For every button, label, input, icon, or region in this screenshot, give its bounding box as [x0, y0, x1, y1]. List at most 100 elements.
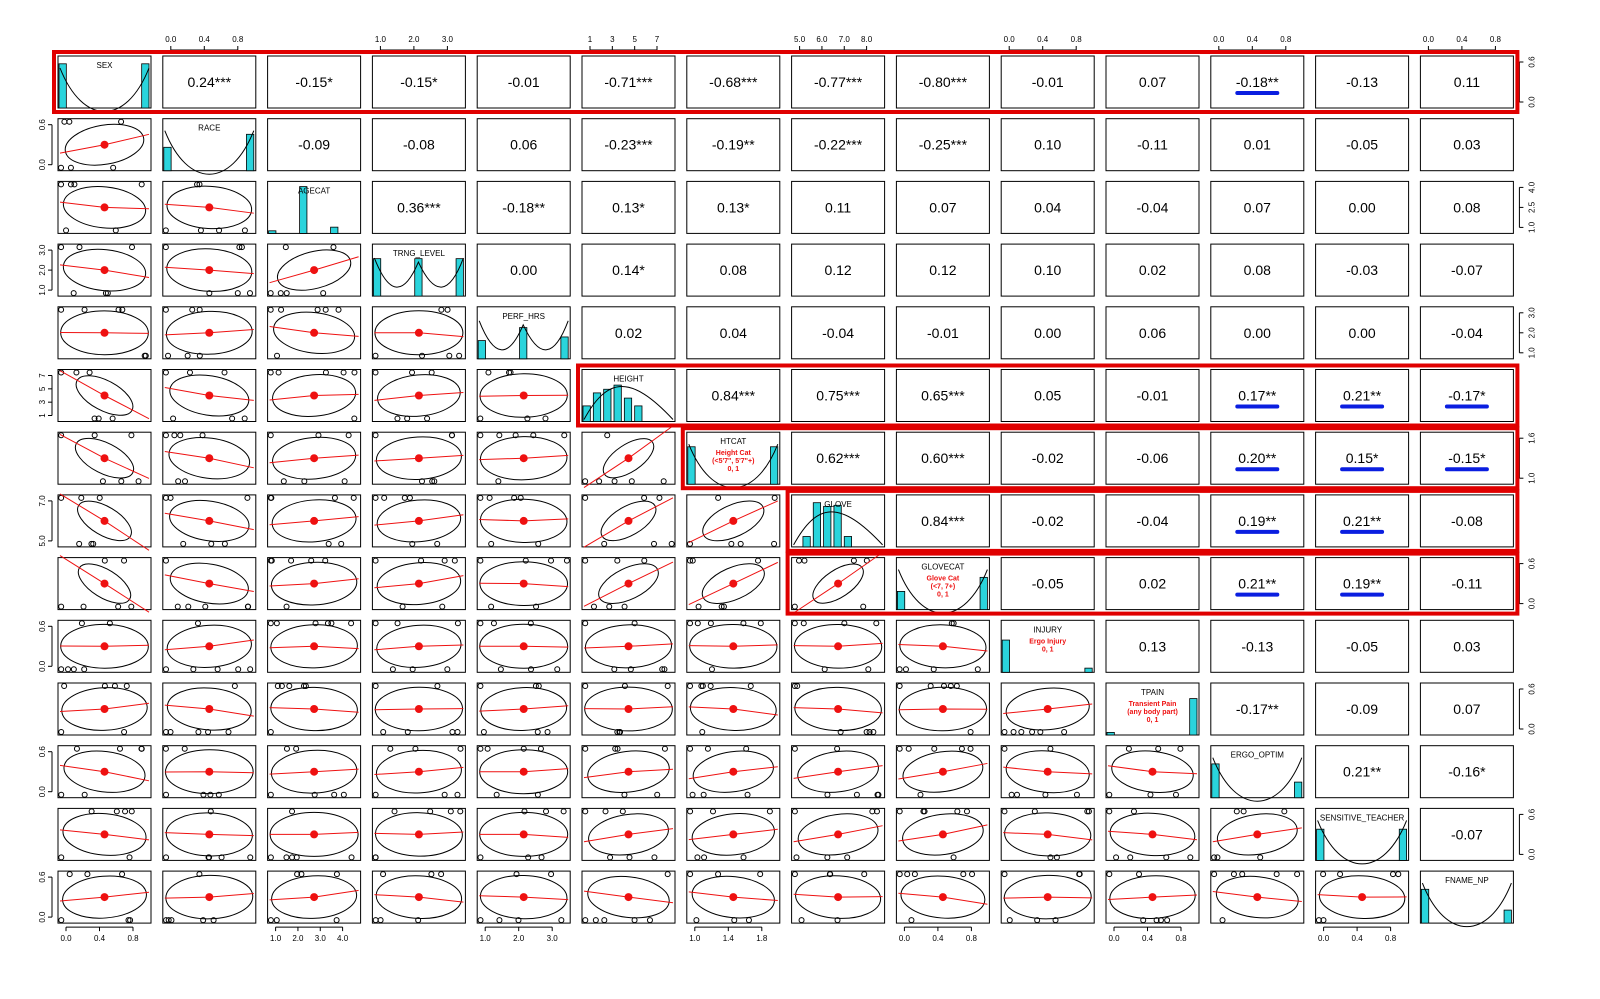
- scatter-point: [917, 791, 924, 798]
- scatter-point: [693, 917, 700, 924]
- histogram-bar: [414, 258, 423, 297]
- confidence-ellipse: [588, 813, 669, 856]
- panel-frame: [1210, 118, 1305, 172]
- scatter-point: [967, 745, 974, 752]
- correlation-value: 0.01: [1244, 137, 1271, 153]
- scatter-point: [1240, 808, 1247, 815]
- scatter-point: [1219, 917, 1226, 924]
- scatter-point: [484, 745, 491, 752]
- scatter-point: [162, 369, 169, 376]
- scatter-point: [180, 540, 187, 547]
- scatter-point: [113, 808, 120, 815]
- correlation-value: 0.00: [1244, 325, 1271, 341]
- panel-frame: [1105, 431, 1200, 485]
- histogram-bar: [1106, 732, 1115, 736]
- panel-frame: [1105, 557, 1200, 611]
- panel-frame: [895, 118, 990, 172]
- scatter-point: [496, 432, 503, 439]
- mean-point: [624, 893, 633, 902]
- scatter-point: [67, 181, 74, 188]
- scatter-point: [293, 745, 300, 752]
- scatter-point: [1106, 871, 1113, 878]
- axis-tick-label: 0.0: [1423, 35, 1435, 44]
- scatter-point: [267, 620, 274, 627]
- scatter-point: [533, 603, 540, 610]
- scatter-point: [372, 432, 379, 439]
- mean-point: [938, 705, 947, 713]
- panel-frame: [476, 55, 571, 109]
- panel-frame: [1000, 369, 1095, 422]
- scatter-point: [740, 854, 747, 861]
- scatter-point: [1147, 791, 1154, 798]
- panel-frame: [1315, 243, 1410, 297]
- panel-frame: [1419, 431, 1514, 485]
- panel-frame: [791, 118, 886, 172]
- panel-frame: [476, 243, 571, 297]
- correlation-value: 0.24***: [188, 74, 232, 90]
- panel-frame: [1419, 619, 1514, 673]
- scatter-point: [185, 603, 192, 610]
- scatter-point: [394, 620, 401, 627]
- scatter-point: [428, 369, 435, 376]
- scatter-point: [517, 494, 524, 501]
- density-curve: [373, 257, 464, 288]
- scatter-point: [372, 854, 379, 861]
- scatter-point: [824, 791, 831, 798]
- mean-point: [834, 893, 843, 902]
- scatter-point: [121, 557, 128, 564]
- scatter-point: [168, 917, 175, 924]
- axis-tick-label: 0.8: [1071, 35, 1083, 44]
- scatter-point: [451, 557, 458, 564]
- histogram-bar: [1503, 909, 1512, 924]
- mean-point: [624, 516, 633, 525]
- correlation-value: 0.07: [1453, 701, 1480, 717]
- scatter-point: [1155, 745, 1162, 752]
- scatter-point: [728, 540, 735, 547]
- axis-tick-label: 0.0: [38, 660, 47, 672]
- panel-frame: [686, 180, 781, 234]
- scatter-point: [351, 369, 358, 376]
- scatter-point: [267, 917, 274, 924]
- correlation-value: 0.11: [825, 199, 851, 215]
- scatter-point: [596, 478, 603, 485]
- scatter-point: [520, 745, 527, 752]
- scatter-point: [525, 854, 532, 861]
- scatter-point: [592, 917, 599, 924]
- scatter-point: [537, 745, 544, 752]
- scatter-point: [511, 494, 518, 501]
- confidence-ellipse: [62, 248, 147, 292]
- confidence-ellipse: [273, 311, 356, 354]
- scatter-point: [268, 494, 275, 501]
- scatter-point: [286, 683, 293, 689]
- scatter-point: [791, 871, 798, 878]
- mean-point: [1358, 893, 1367, 902]
- scatter-point: [127, 917, 134, 924]
- scatter-point: [542, 415, 549, 422]
- scatter-point: [81, 791, 88, 798]
- scatter-point: [651, 854, 658, 861]
- panel-frame: [1315, 557, 1410, 611]
- mean-point: [729, 705, 738, 713]
- scatter-point: [967, 729, 974, 735]
- panel-frame: [581, 55, 676, 109]
- scatter-point: [389, 666, 396, 673]
- correlation-value: -0.08: [403, 137, 435, 153]
- mean-point: [100, 266, 109, 275]
- mean-point: [205, 642, 214, 651]
- histogram-bar: [519, 327, 528, 360]
- panel-frame: [1210, 494, 1305, 548]
- scatter-point: [58, 164, 65, 171]
- mean-point: [834, 642, 843, 651]
- scatter-point: [315, 432, 322, 439]
- scatter-point: [554, 666, 561, 673]
- scatter-point: [604, 432, 611, 439]
- correlation-value: -0.01: [1032, 74, 1064, 90]
- panel-frame: [791, 180, 886, 234]
- scatter-point: [974, 666, 981, 673]
- scatter-point: [969, 871, 976, 878]
- variable-sublabel: 0, 1: [727, 466, 739, 473]
- axis-tick-label: 0.8: [232, 35, 244, 44]
- panel-frame: [1210, 682, 1305, 736]
- scatter-point: [274, 683, 281, 689]
- scatter-point: [631, 620, 638, 627]
